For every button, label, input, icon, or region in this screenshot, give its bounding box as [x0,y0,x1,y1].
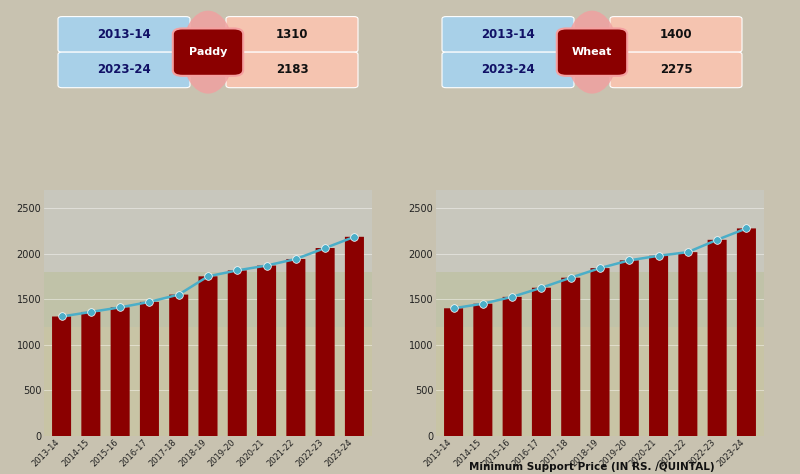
Bar [436,272,764,327]
Bar [44,327,372,436]
Bar [436,190,764,272]
FancyBboxPatch shape [198,276,218,436]
Bar [436,327,764,436]
FancyBboxPatch shape [257,265,276,436]
Text: 2275: 2275 [660,64,692,76]
FancyBboxPatch shape [286,259,306,436]
Text: Paddy: Paddy [189,47,227,57]
FancyBboxPatch shape [649,256,668,436]
FancyBboxPatch shape [345,237,364,436]
Text: Minimum Support Price (IN RS. /QUINTAL): Minimum Support Price (IN RS. /QUINTAL) [469,462,715,472]
FancyBboxPatch shape [444,308,463,436]
FancyBboxPatch shape [561,278,580,436]
FancyBboxPatch shape [620,260,639,436]
FancyBboxPatch shape [737,228,756,436]
Text: Wheat: Wheat [572,47,612,57]
Bar [44,272,372,327]
FancyBboxPatch shape [678,252,698,436]
Text: 1400: 1400 [660,28,692,41]
FancyBboxPatch shape [82,312,100,436]
FancyBboxPatch shape [169,294,188,436]
Text: 2023-24: 2023-24 [481,64,535,76]
FancyBboxPatch shape [532,288,551,436]
Text: 2023-24: 2023-24 [97,64,151,76]
FancyBboxPatch shape [228,270,247,436]
Text: 2013-14: 2013-14 [97,28,151,41]
Text: 2183: 2183 [276,64,308,76]
Text: 1310: 1310 [276,28,308,41]
FancyBboxPatch shape [708,240,726,436]
FancyBboxPatch shape [316,248,334,436]
FancyBboxPatch shape [502,297,522,436]
FancyBboxPatch shape [140,302,159,436]
FancyBboxPatch shape [110,307,130,436]
Bar [44,190,372,272]
FancyBboxPatch shape [474,304,492,436]
FancyBboxPatch shape [590,268,610,436]
Text: 2013-14: 2013-14 [481,28,535,41]
FancyBboxPatch shape [52,317,71,436]
